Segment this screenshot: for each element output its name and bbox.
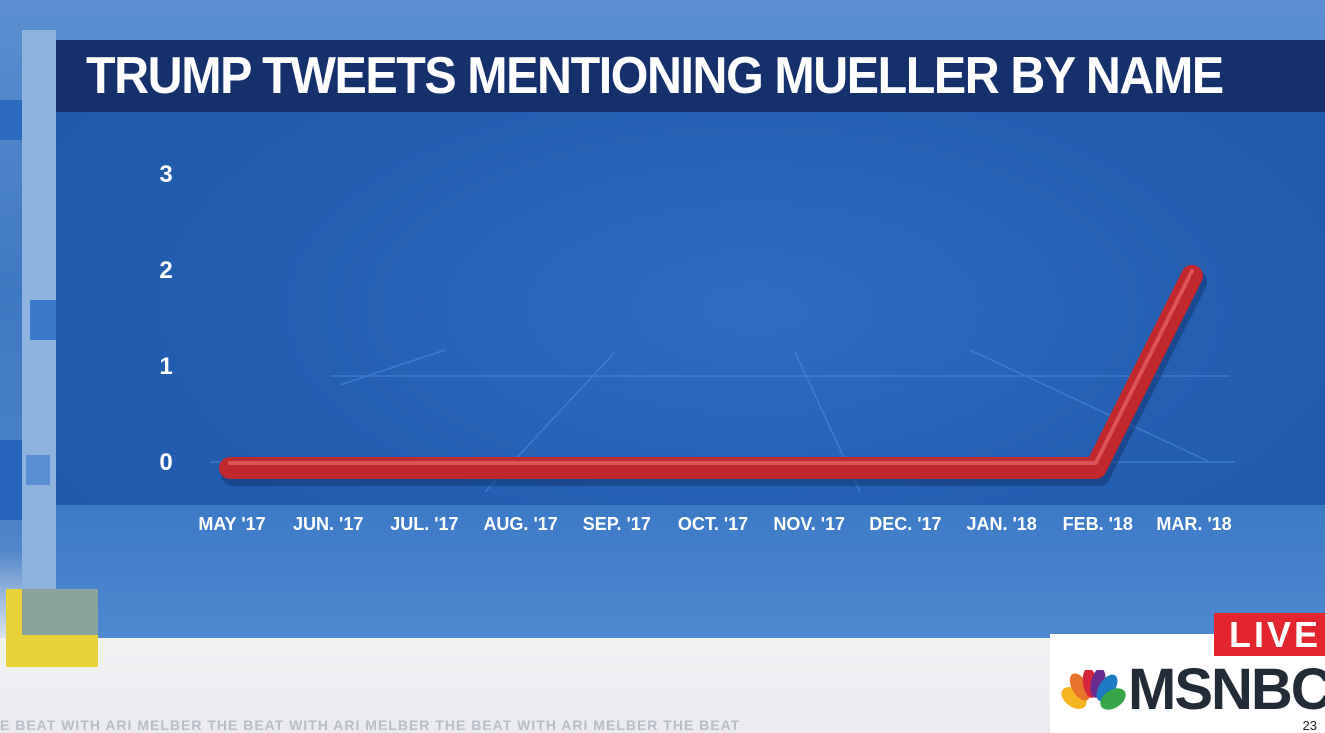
series-line-highlight — [228, 269, 1194, 465]
data-point — [613, 467, 616, 469]
data-point — [710, 467, 712, 469]
x-tick-label: OCT. '17 — [678, 514, 748, 534]
x-tick-label: FEB. '18 — [1063, 514, 1133, 534]
peacock-logo-icon — [1061, 670, 1126, 710]
x-tick-label: SEP. '17 — [583, 514, 651, 534]
data-point — [998, 467, 1001, 469]
y-tick-label: 3 — [159, 161, 172, 188]
series-line — [219, 265, 1203, 479]
x-tick-label: JAN. '18 — [966, 514, 1036, 534]
page-number: 23 — [1302, 718, 1317, 733]
data-point — [325, 467, 328, 469]
y-tick-label: 2 — [159, 257, 172, 284]
data-point — [517, 467, 520, 469]
data-point — [1094, 467, 1097, 469]
series-line-shadow — [221, 270, 1207, 486]
left-decoration — [0, 0, 60, 733]
data-point — [806, 467, 809, 469]
data-point — [1191, 275, 1193, 277]
y-tick-label: 0 — [159, 449, 172, 476]
x-tick-label: AUG. '17 — [483, 514, 557, 534]
network-name: MSNBC — [1128, 657, 1325, 722]
live-badge: LIVE — [1214, 613, 1325, 656]
x-tick-label: JUL. '17 — [390, 514, 458, 534]
chart-title: TRUMP TWEETS MENTIONING MUELLER BY NAME — [86, 47, 1224, 105]
x-tick-label: JUN. '17 — [293, 514, 363, 534]
y-tick-label: 1 — [159, 353, 172, 380]
ticker-text: E BEAT WITH ARI MELBER THE BEAT WITH ARI… — [0, 718, 741, 733]
data-point — [421, 467, 424, 469]
x-tick-label: NOV. '17 — [773, 514, 845, 534]
decorative-square-inner — [22, 589, 98, 635]
data-point — [902, 467, 905, 469]
x-tick-label: MAR. '18 — [1156, 514, 1231, 534]
title-bar — [56, 40, 1325, 112]
data-point — [229, 467, 231, 469]
x-tick-label: DEC. '17 — [869, 514, 941, 534]
x-tick-label: MAY '17 — [198, 514, 265, 534]
chart-panel-lower — [56, 505, 1325, 638]
